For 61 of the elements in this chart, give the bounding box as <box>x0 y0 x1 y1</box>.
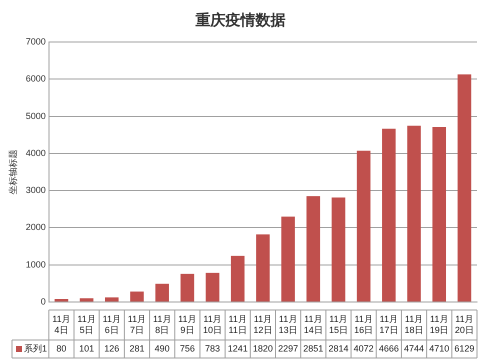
data-label: 490 <box>154 343 170 354</box>
data-label: 281 <box>129 343 144 354</box>
y-axis-title: 坐标轴标题 <box>8 150 18 194</box>
x-tick-label: 11月18日 <box>404 314 424 335</box>
data-label: 101 <box>79 343 94 354</box>
data-label: 2814 <box>328 343 348 354</box>
data-label: 4744 <box>404 343 424 354</box>
chart-title: 重庆疫情数据 <box>194 10 286 29</box>
bar <box>382 128 396 302</box>
x-tick-label: 11月7日 <box>128 314 146 335</box>
x-tick-label: 11月4日 <box>52 314 71 335</box>
bar <box>230 256 245 302</box>
bar <box>155 284 169 302</box>
bar <box>458 74 472 302</box>
x-tick-label: 11月5日 <box>77 314 96 335</box>
data-label: 4666 <box>378 343 399 354</box>
data-label: 1241 <box>228 343 248 354</box>
bar <box>80 298 94 302</box>
x-tick-label: 11月10日 <box>203 314 222 335</box>
data-label: 756 <box>180 343 195 354</box>
y-tick-label: 0 <box>40 296 46 306</box>
x-tick-label: 11月17日 <box>379 314 398 335</box>
data-label: 6129 <box>454 343 474 354</box>
bar <box>104 297 119 302</box>
y-tick-label: 1000 <box>26 259 46 270</box>
data-label: 2297 <box>278 343 298 354</box>
legend-label: 系列1 <box>24 343 48 354</box>
y-tick-label: 5000 <box>26 110 46 121</box>
bar <box>306 196 320 302</box>
x-tick-label: 11月13日 <box>278 314 298 335</box>
x-tick-label: 11月9日 <box>178 314 197 335</box>
x-tick-label: 11月16日 <box>354 314 374 335</box>
data-label: 2851 <box>303 343 324 354</box>
bar <box>130 292 144 302</box>
y-tick-label: 3000 <box>26 185 46 196</box>
y-tick-label: 6000 <box>26 74 46 84</box>
data-label: 1820 <box>252 343 273 354</box>
x-tick-label: 11月6日 <box>102 314 121 335</box>
x-tick-label: 11月12日 <box>253 314 272 335</box>
y-tick-label: 2000 <box>26 222 46 232</box>
x-tick-label: 11月8日 <box>152 314 172 335</box>
bar <box>180 274 194 302</box>
bar <box>281 216 295 302</box>
bar <box>256 234 270 302</box>
x-tick-label: 11月15日 <box>328 314 348 335</box>
bar <box>407 126 421 302</box>
x-tick-label: 11月20日 <box>454 314 474 335</box>
data-label: 80 <box>56 343 66 354</box>
data-label: 783 <box>205 343 220 354</box>
bar <box>356 150 370 302</box>
data-label: 4710 <box>429 343 450 354</box>
x-tick-label: 11月11日 <box>228 314 247 335</box>
x-tick-label: 11月19日 <box>430 314 449 335</box>
bar <box>332 197 346 302</box>
data-label: 4072 <box>354 343 374 354</box>
bar <box>432 127 446 302</box>
data-label: 126 <box>104 343 120 354</box>
bar <box>206 272 220 302</box>
y-tick-label: 7000 <box>26 36 46 46</box>
x-tick-label: 11月14日 <box>304 314 323 335</box>
y-tick-label: 4000 <box>26 148 46 158</box>
